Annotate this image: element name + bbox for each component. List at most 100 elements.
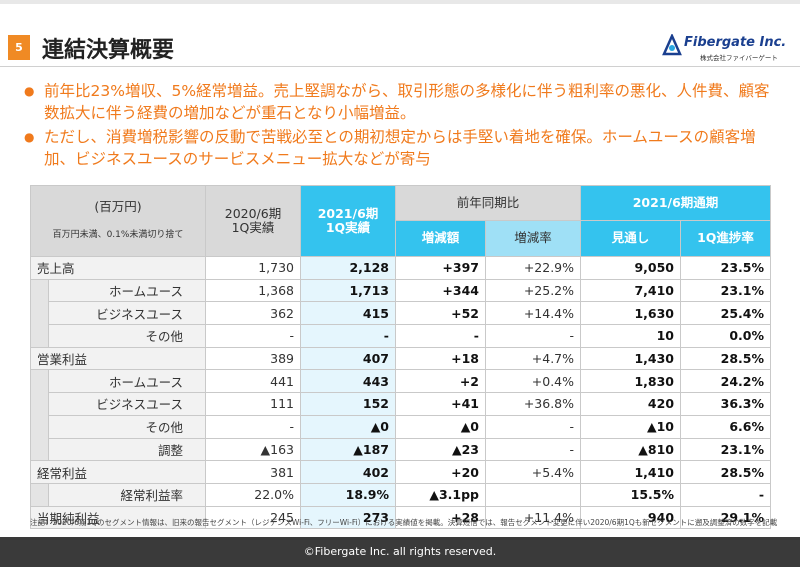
logo-icon bbox=[662, 34, 682, 56]
unit-header: (百万円) 百万円未満、0.1%未満切り捨て bbox=[30, 185, 206, 257]
cell: ▲0 bbox=[395, 414, 486, 439]
cell: 当期純利益 bbox=[30, 505, 206, 530]
cell: +25.2% bbox=[484, 278, 582, 303]
cell bbox=[30, 438, 49, 461]
cell: 23.1% bbox=[680, 437, 772, 462]
cell: ▲187 bbox=[300, 437, 396, 462]
cell: - bbox=[395, 324, 486, 348]
cell: 1,730 bbox=[205, 256, 301, 280]
cell: - bbox=[484, 414, 582, 439]
cell: 1,368 bbox=[205, 278, 301, 303]
cell: +11.4% bbox=[484, 505, 582, 530]
cell: ホームユース bbox=[48, 369, 206, 394]
cell: +344 bbox=[395, 278, 486, 303]
table-row: ビジネスユース 111 152 +41 +36.8% 420 36.3% bbox=[30, 392, 772, 416]
cell: ▲3.1pp bbox=[395, 482, 486, 507]
cell: ビジネスユース bbox=[48, 392, 206, 416]
cell: +2 bbox=[395, 369, 486, 394]
cell: +5.4% bbox=[484, 460, 582, 484]
cell: 9,050 bbox=[580, 256, 682, 280]
page-number: 5 bbox=[8, 35, 30, 60]
table-row: 当期純利益 245 273 +28 +11.4% 940 29.1% bbox=[30, 505, 772, 530]
cell: 1,630 bbox=[580, 301, 682, 326]
logo-name: Fibergate Inc. bbox=[684, 35, 787, 50]
col-header: 2021/6期通期 bbox=[580, 185, 772, 221]
cell: - bbox=[300, 324, 396, 348]
cell bbox=[30, 324, 49, 348]
cell: - bbox=[205, 414, 301, 439]
cell: 25.4% bbox=[680, 301, 772, 326]
cell: - bbox=[205, 324, 301, 348]
cell: 売上高 bbox=[30, 256, 206, 280]
cell: +41 bbox=[395, 392, 486, 416]
unit-note: 百万円未満、0.1%未満切り捨て bbox=[52, 230, 184, 240]
cell: 443 bbox=[300, 369, 396, 394]
col-header: 増減率 bbox=[484, 219, 582, 258]
bullet: ただし、消費増税影響の反動で苦戦必至との期初想定からは手堅い着地を確保。ホームユ… bbox=[22, 126, 782, 170]
cell: 415 bbox=[300, 301, 396, 326]
cell: 1,830 bbox=[580, 369, 682, 394]
table-row: 売上高 1,730 2,128 +397 +22.9% 9,050 23.5% bbox=[30, 256, 772, 280]
cell: 29.1% bbox=[680, 505, 772, 530]
cell bbox=[30, 415, 49, 438]
cell bbox=[30, 392, 49, 416]
cell: その他 bbox=[48, 324, 206, 348]
results-table: (百万円) 百万円未満、0.1%未満切り捨て 2020/6期 1Q実績 2021… bbox=[30, 185, 772, 530]
table-row: その他 - ▲0 ▲0- ▲10 6.6% bbox=[30, 414, 772, 439]
cell: +20 bbox=[395, 460, 486, 484]
cell: 経常利益率 bbox=[48, 482, 206, 507]
cell: 273 bbox=[300, 505, 396, 530]
unit: (百万円) bbox=[94, 199, 142, 214]
cell bbox=[30, 279, 49, 302]
cell: 15.5% bbox=[580, 482, 682, 507]
cell: 1,410 bbox=[580, 460, 682, 484]
cell: +0.4% bbox=[484, 369, 582, 394]
cell: 245 bbox=[205, 505, 301, 530]
cell: 2,128 bbox=[300, 256, 396, 280]
footnote: 注記：2020/6期1Qのセグメント情報は、旧来の報告セグメント（レジデンスWi… bbox=[30, 518, 778, 527]
cell: ホームユース bbox=[48, 278, 206, 303]
cell: 420 bbox=[580, 392, 682, 416]
cell: - bbox=[680, 482, 772, 507]
cell: +397 bbox=[395, 256, 486, 280]
cell: 1,713 bbox=[300, 278, 396, 303]
cell: ▲0 bbox=[300, 414, 396, 439]
cell: 営業利益 bbox=[30, 346, 206, 371]
cell: ▲23 bbox=[395, 437, 486, 462]
cell: ▲810 bbox=[580, 437, 682, 462]
col-header: 見通し bbox=[580, 219, 682, 258]
cell: - bbox=[484, 437, 582, 462]
col-header: 1Q進捗率 bbox=[680, 219, 772, 258]
cell: 28.5% bbox=[680, 346, 772, 371]
cell: 23.5% bbox=[680, 256, 772, 280]
cell: 362 bbox=[205, 301, 301, 326]
cell: 402 bbox=[300, 460, 396, 484]
bullet: 前年比23%増収、5%経常増益。売上堅調ながら、取引形態の多様化に伴う粗利率の悪… bbox=[22, 80, 782, 124]
table-row: ホームユース 1,368 1,713 +344 +25.2% 7,410 23.1% bbox=[30, 278, 772, 303]
footer: ©Fibergate Inc. all rights reserved. bbox=[0, 537, 800, 567]
table-body: 売上高 1,730 2,128 +397 +22.9% 9,050 23.5% ホームユース 1… bbox=[30, 256, 772, 530]
table-row: ビジネスユース 362 415 +52 +14.4% 1,630 25.4% bbox=[30, 301, 772, 326]
col-header: 前年同期比 bbox=[394, 185, 582, 221]
cell: 381 bbox=[205, 460, 301, 484]
table-row: 経常利益 381 402 +20 +5.4% 1,410 28.5% bbox=[30, 460, 772, 484]
cell: 407 bbox=[300, 346, 396, 371]
col-header: 増減額 bbox=[395, 219, 486, 258]
cell: ビジネスユース bbox=[48, 301, 206, 326]
cell: +14.4% bbox=[484, 301, 582, 326]
cell: 10 bbox=[580, 324, 682, 348]
cell bbox=[30, 483, 49, 507]
cell: 23.1% bbox=[680, 278, 772, 303]
table-row: 営業利益 389 407 +18 +4.7% 1,430 28.5% bbox=[30, 346, 772, 371]
cell: 0.0% bbox=[680, 324, 772, 348]
cell: 28.5% bbox=[680, 460, 772, 484]
cell: その他 bbox=[48, 414, 206, 439]
cell: 152 bbox=[300, 392, 396, 416]
cell: +36.8% bbox=[484, 392, 582, 416]
cell: 940 bbox=[580, 505, 682, 530]
table-row: その他 - - - -10 0.0% bbox=[30, 324, 772, 348]
top-strip bbox=[0, 0, 800, 4]
cell bbox=[30, 301, 49, 325]
cell: +52 bbox=[395, 301, 486, 326]
